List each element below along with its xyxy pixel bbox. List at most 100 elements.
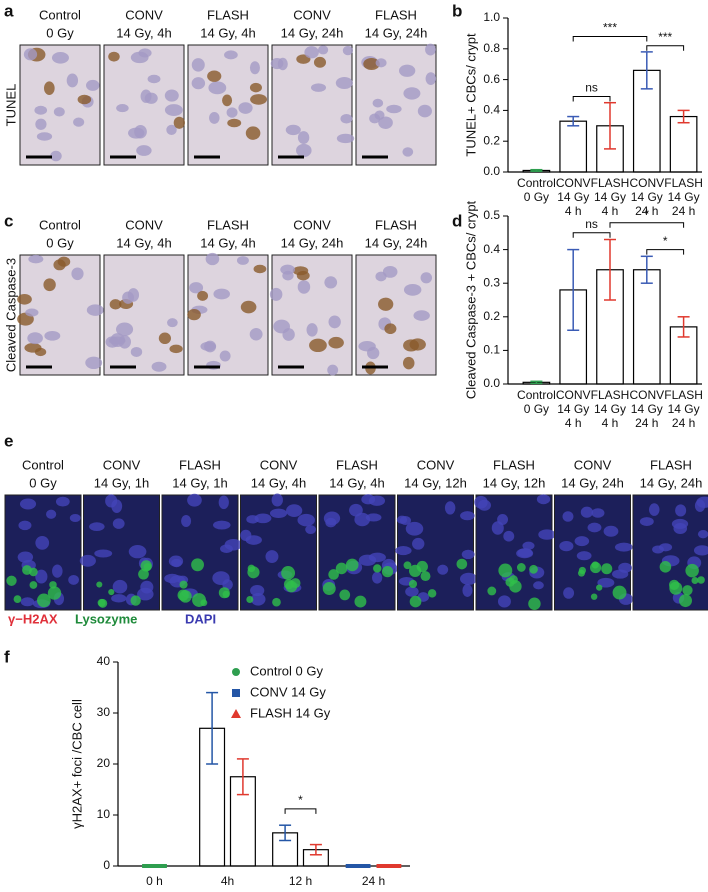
lysozyme xyxy=(403,561,412,570)
nucleus xyxy=(349,503,363,517)
lysozyme xyxy=(682,585,693,596)
lysozyme xyxy=(47,586,62,600)
x-tick-label: 24 h xyxy=(635,204,658,218)
nucleus xyxy=(158,332,171,345)
lysozyme xyxy=(590,593,598,600)
nucleus xyxy=(403,339,419,352)
nucleus xyxy=(52,564,63,578)
image-caption: 14 Gy, 4h xyxy=(116,25,171,40)
nucleus xyxy=(218,495,229,510)
nucleus xyxy=(25,308,39,317)
nucleus xyxy=(697,529,708,539)
y-tick-label: 0.0 xyxy=(483,376,500,390)
nucleus xyxy=(402,147,414,157)
nucleus xyxy=(254,513,272,524)
image-caption: 0 Gy xyxy=(29,475,57,490)
nucleus xyxy=(17,551,34,563)
image-caption: CONV xyxy=(293,7,331,22)
nucleus xyxy=(227,118,242,128)
image-caption: Control xyxy=(39,7,81,22)
nucleus xyxy=(335,77,353,89)
nucleus xyxy=(402,356,415,370)
nucleus xyxy=(375,271,387,282)
significance-bracket xyxy=(572,35,648,42)
nucleus xyxy=(328,315,341,329)
nucleus xyxy=(462,583,473,597)
image-caption: 14 Gy, 1h xyxy=(172,475,227,490)
y-tick-label: 20 xyxy=(97,756,111,770)
nucleus xyxy=(437,564,449,575)
nucleus xyxy=(285,124,301,136)
image-caption: CONV xyxy=(293,217,331,232)
x-tick-label: 4 h xyxy=(565,416,582,430)
lysozyme xyxy=(246,595,254,603)
stain-label: γ−H2AX xyxy=(8,611,58,626)
nucleus xyxy=(405,586,419,597)
significance-bracket xyxy=(572,232,611,238)
image-caption: CONV xyxy=(574,457,612,472)
lysozyme xyxy=(6,575,17,586)
nucleus xyxy=(614,542,633,552)
image-caption: 14 Gy, 12h xyxy=(483,475,546,490)
micrograph xyxy=(4,494,82,611)
legend-marker xyxy=(231,709,241,718)
lysozyme xyxy=(98,598,108,608)
image-caption: 14 Gy, 12h xyxy=(404,475,467,490)
nucleus xyxy=(209,112,220,124)
nucleus xyxy=(522,541,535,550)
nucleus xyxy=(27,332,43,345)
x-tick-label: 0 Gy xyxy=(524,190,549,204)
nucleus xyxy=(671,518,689,529)
nucleus xyxy=(140,89,152,103)
stain-label: Lysozyme xyxy=(75,611,137,626)
nucleus xyxy=(273,319,291,334)
nucleus xyxy=(425,72,437,86)
nucleus xyxy=(693,545,708,556)
stain-label: DAPI xyxy=(185,611,216,626)
panel-label: f xyxy=(4,647,10,666)
nucleus xyxy=(105,494,118,508)
significance-bracket xyxy=(609,222,685,228)
nucleus xyxy=(240,529,252,541)
lysozyme xyxy=(96,581,103,588)
nucleus xyxy=(207,70,222,82)
lysozyme xyxy=(22,565,32,575)
nucleus xyxy=(164,573,181,584)
x-tick-label: 14 Gy xyxy=(557,402,589,416)
significance-label: ns xyxy=(585,217,598,231)
lysozyme xyxy=(29,581,38,589)
panel-label: d xyxy=(452,211,462,230)
nucleus xyxy=(169,344,183,354)
nucleus xyxy=(236,256,249,265)
y-tick-label: 0.5 xyxy=(483,208,500,222)
nucleus xyxy=(240,300,257,314)
nucleus xyxy=(327,364,339,376)
x-tick-label: 14 Gy xyxy=(631,190,663,204)
y-axis-label: γH2AX+ foci /CBC cell xyxy=(69,699,84,829)
nucleus xyxy=(460,511,475,521)
nucleus xyxy=(89,522,105,531)
nucleus xyxy=(597,577,615,588)
nucleus xyxy=(35,536,50,550)
nucleus xyxy=(171,558,182,568)
image-caption: FLASH xyxy=(179,457,221,472)
nucleus xyxy=(363,57,380,70)
image-caption: 14 Gy, 4h xyxy=(200,25,255,40)
nucleus xyxy=(304,46,319,59)
nucleus xyxy=(219,350,231,362)
nucleus xyxy=(395,545,412,556)
nucleus xyxy=(73,117,85,127)
nucleus xyxy=(574,536,590,547)
nucleus xyxy=(497,595,511,608)
x-tick-label: FLASH xyxy=(591,388,630,402)
image-caption: FLASH xyxy=(493,457,535,472)
nucleus xyxy=(191,77,206,90)
nucleus xyxy=(618,562,632,573)
image-caption: 14 Gy, 24h xyxy=(281,25,344,40)
lysozyme xyxy=(281,566,296,580)
nucleus xyxy=(77,94,92,105)
nucleus xyxy=(271,493,283,507)
nucleus xyxy=(533,581,544,590)
x-tick-label: 24 h xyxy=(672,204,695,218)
nucleus xyxy=(286,504,303,517)
